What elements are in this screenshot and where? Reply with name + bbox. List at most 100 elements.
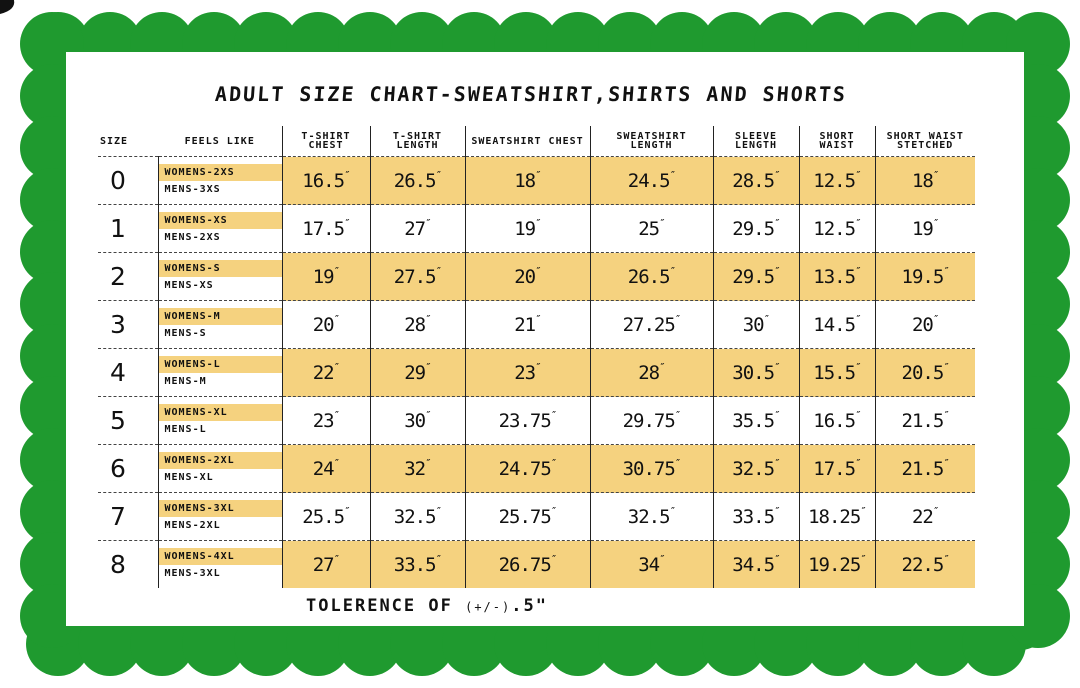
tolerance-value: .5" xyxy=(511,596,548,616)
scallop xyxy=(858,612,922,676)
scallop xyxy=(442,612,506,676)
scallop xyxy=(598,612,662,676)
measurement-value: 26.5 xyxy=(628,266,675,288)
column-header: FEELS LIKE xyxy=(158,126,283,157)
measurement-value: 34 xyxy=(638,554,665,576)
scallop xyxy=(286,612,350,676)
mens-size-label: MENS-L xyxy=(164,423,207,435)
measurement-cell: 19 xyxy=(282,252,371,301)
measurement-cell: 18.25 xyxy=(799,492,876,541)
feels-like-cell: WOMENS-2XS MENS-3XS xyxy=(158,156,283,205)
measurement-cell: 12.5 xyxy=(799,156,876,205)
measurement-value: 16.5 xyxy=(302,170,349,192)
measurement-value: 27 xyxy=(313,554,340,576)
measurement-cell: 19 xyxy=(465,204,591,253)
column-header: T-SHIRT LENGTH xyxy=(370,126,466,157)
column-header: SWEATSHIRT LENGTH xyxy=(590,126,714,157)
measurement-value: 33.5 xyxy=(394,554,441,576)
scallop xyxy=(182,612,246,676)
womens-size-label: WOMENS-2XL xyxy=(158,451,282,469)
measurement-value: 18 xyxy=(912,170,939,192)
measurement-value: 20 xyxy=(313,314,340,336)
feels-like-cell: WOMENS-2XL MENS-XL xyxy=(158,444,283,493)
measurement-value: 16.5 xyxy=(813,410,860,432)
measurement-value: 12.5 xyxy=(813,218,860,240)
measurement-value: 19.5 xyxy=(902,266,949,288)
measurement-value: 13.5 xyxy=(813,266,860,288)
size-cell: 6 xyxy=(98,444,159,493)
measurement-cell: 23 xyxy=(282,396,371,445)
measurement-cell: 19 xyxy=(875,205,975,253)
measurement-value: 19 xyxy=(912,218,939,240)
measurement-cell: 30 xyxy=(370,396,466,445)
scallop xyxy=(754,612,818,676)
measurement-value: 23 xyxy=(313,410,340,432)
scallop xyxy=(494,612,558,676)
womens-size-label: WOMENS-4XL xyxy=(158,547,282,565)
measurement-cell: 32.5 xyxy=(713,444,800,493)
measurement-value: 32.5 xyxy=(628,506,675,528)
mens-size-label: MENS-XS xyxy=(164,279,214,291)
measurement-cell: 28 xyxy=(370,300,466,349)
tolerance-paren: (+/-) xyxy=(465,600,512,614)
size-cell: 7 xyxy=(98,492,159,541)
measurement-cell: 16.5 xyxy=(282,156,371,205)
measurement-value: 20.5 xyxy=(902,362,949,384)
measurement-cell: 34 xyxy=(590,540,714,588)
mens-size-label: MENS-3XS xyxy=(164,183,221,195)
womens-size-label: WOMENS-S xyxy=(158,259,282,277)
size-cell: 2 xyxy=(98,252,159,301)
measurement-cell: 19.25 xyxy=(799,540,876,588)
measurement-cell: 24.5 xyxy=(590,156,714,205)
measurement-cell: 23 xyxy=(465,348,591,397)
womens-size-label: WOMENS-L xyxy=(158,355,282,373)
measurement-cell: 30 xyxy=(713,300,800,349)
measurement-value: 18.25 xyxy=(808,506,866,528)
measurement-value: 29.5 xyxy=(732,266,779,288)
measurement-value: 24.75 xyxy=(499,458,557,480)
measurement-cell: 27.5 xyxy=(370,252,466,301)
measurement-value: 27.25 xyxy=(623,314,681,336)
measurement-value: 30 xyxy=(404,410,431,432)
page-title: ADULT SIZE CHART-SWEATSHIRT,SHIRTS AND S… xyxy=(214,82,848,106)
measurement-cell: 17.5 xyxy=(799,444,876,493)
measurement-cell: 32 xyxy=(370,444,466,493)
size-cell: 5 xyxy=(98,396,159,445)
size-cell: 0 xyxy=(98,156,159,205)
column-header: T-SHIRT CHEST xyxy=(282,126,371,157)
mens-size-label: MENS-2XL xyxy=(164,519,221,531)
measurement-value: 12.5 xyxy=(813,170,860,192)
measurement-value: 26.5 xyxy=(394,170,441,192)
measurement-value: 17.5 xyxy=(813,458,860,480)
column-header: SLEEVE LENGTH xyxy=(713,126,800,157)
measurement-cell: 26.5 xyxy=(370,156,466,205)
measurement-value: 32 xyxy=(404,458,431,480)
measurement-value: 32.5 xyxy=(394,506,441,528)
feels-like-cell: WOMENS-XS MENS-2XS xyxy=(158,204,283,253)
measurement-value: 19 xyxy=(313,266,340,288)
measurement-cell: 20 xyxy=(282,300,371,349)
measurement-value: 25.5 xyxy=(302,506,349,528)
measurement-cell: 27 xyxy=(370,204,466,253)
measurement-value: 21.5 xyxy=(902,410,949,432)
measurement-value: 27.5 xyxy=(394,266,441,288)
measurement-cell: 26.5 xyxy=(590,252,714,301)
measurement-cell: 21 xyxy=(465,300,591,349)
measurement-value: 28 xyxy=(638,362,665,384)
mens-size-label: MENS-XL xyxy=(164,471,214,483)
measurement-value: 25.75 xyxy=(499,506,557,528)
measurement-cell: 29.5 xyxy=(713,252,800,301)
measurement-value: 32.5 xyxy=(732,458,779,480)
measurement-value: 21.5 xyxy=(902,458,949,480)
measurement-cell: 15.5 xyxy=(799,348,876,397)
measurement-cell: 22 xyxy=(875,493,975,541)
scallop xyxy=(130,612,194,676)
measurement-cell: 25 xyxy=(590,204,714,253)
measurement-cell: 26.75 xyxy=(465,540,591,588)
measurement-value: 19.25 xyxy=(808,554,866,576)
measurement-cell: 20 xyxy=(875,301,975,349)
measurement-value: 19 xyxy=(514,218,541,240)
feels-like-cell: WOMENS-XL MENS-L xyxy=(158,396,283,445)
